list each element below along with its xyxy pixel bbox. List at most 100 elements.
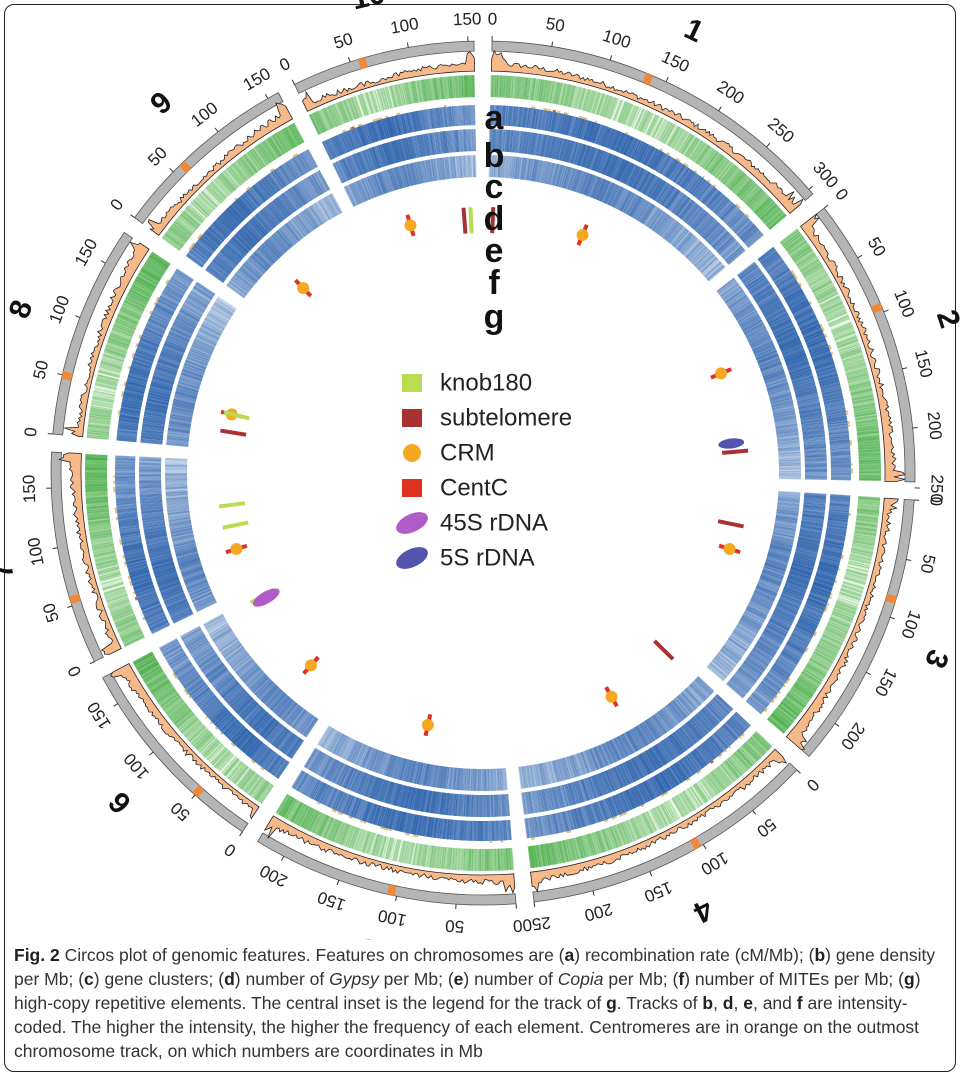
gene-density-mark (825, 307, 846, 319)
gene-density-mark (826, 312, 848, 323)
gene-density-mark (436, 846, 441, 869)
gene-density-mark (579, 836, 587, 858)
gene-density-mark (505, 75, 509, 98)
gene-density-mark (809, 275, 830, 288)
gene-density-mark (713, 769, 729, 788)
gene-density-mark (687, 139, 701, 159)
gene-density-mark (737, 749, 753, 767)
gene-density-mark (579, 88, 587, 110)
gene-density-mark (753, 197, 771, 214)
gene-density-mark (504, 75, 507, 98)
gene-density-mark (839, 592, 861, 601)
gene-density-mark (843, 359, 865, 367)
gene-density-mark (545, 80, 551, 103)
gene-density-mark (822, 302, 843, 313)
gene-density-mark (833, 608, 855, 618)
gene-density-mark (601, 829, 610, 851)
recombination-rate-chr-8 (64, 241, 150, 438)
gene-density-mark (471, 848, 474, 871)
gene-density-mark (664, 124, 677, 145)
gene-density-mark (699, 779, 713, 799)
gene-density-mark (724, 168, 740, 186)
gene-density-mark (781, 231, 800, 246)
gene-density-mark (857, 436, 880, 440)
gene-density-mark (496, 75, 499, 98)
gene-density-mark (815, 287, 836, 300)
gene-density-mark (823, 631, 844, 643)
gene-density-mark (791, 687, 810, 702)
gene-density-mark (529, 78, 534, 100)
gene-density-mark (852, 401, 875, 407)
gene-density-mark (742, 743, 759, 761)
gene-density-mark (827, 623, 848, 634)
gene-density-mark (410, 842, 416, 865)
tick-label-chr-3-0: 0 (926, 496, 946, 507)
gene-density-mark (855, 419, 878, 424)
gene-density-mark (583, 835, 591, 857)
gene-density-mark (832, 326, 854, 336)
tick-label-chr-5-150: 150 (315, 887, 348, 914)
gene-density-mark (640, 111, 651, 132)
gene-density-mark (535, 78, 540, 101)
gene-density-mark (817, 290, 838, 302)
gene-density-mark (578, 87, 585, 110)
gene-density-mark (841, 583, 864, 592)
gene-density-mark (683, 136, 696, 156)
gene-density-mark (853, 537, 876, 543)
gene-density-mark (804, 267, 825, 280)
gene-density-mark (680, 792, 693, 812)
gene-density-mark (528, 846, 533, 869)
gene-density-mark (818, 641, 839, 653)
gene-density-mark (857, 432, 880, 437)
gene-density-mark (543, 844, 548, 866)
gene-density-mark (595, 831, 604, 853)
gene-density-mark (625, 820, 636, 842)
gene-density-mark (695, 144, 709, 164)
gene-density-mark (723, 761, 739, 780)
gene-density-mark (428, 845, 433, 868)
gene-density-mark (494, 848, 497, 871)
gene-density-mark (744, 742, 761, 759)
gene-density-mark (853, 535, 876, 541)
gene-density-mark (463, 848, 466, 871)
gene-density-mark (828, 620, 850, 631)
gene-density-mark (783, 698, 802, 713)
gene-density-mark (502, 75, 505, 98)
tick-label-chr-10-150: 150 (453, 9, 482, 29)
gene-density-mark (689, 140, 703, 160)
tick-label-chr-4-250: 250 (521, 913, 551, 935)
gene-density-mark (500, 75, 503, 98)
gene-density-mark (639, 814, 650, 835)
gene-density-mark (560, 83, 566, 106)
gene-density-mark (741, 745, 758, 762)
gene-density-mark (836, 338, 859, 348)
gene-density-mark (852, 400, 875, 406)
gene-density-mark (858, 444, 881, 448)
gene-density-mark (530, 78, 535, 101)
tick-label-chr-3-150: 150 (871, 665, 901, 699)
gene-density-mark (666, 125, 679, 146)
gene-density-mark (789, 243, 809, 257)
gene-density-mark (858, 455, 881, 458)
gene-density-mark (803, 668, 823, 682)
gene-density-mark (580, 835, 588, 858)
gene-density-mark (557, 841, 564, 864)
gene-density-mark (685, 137, 699, 157)
gene-density-mark (839, 345, 861, 354)
gene-density-mark (854, 409, 876, 414)
gene-density-mark (826, 311, 848, 322)
gene-density-mark (853, 405, 876, 411)
gene-density-mark (812, 280, 832, 293)
gene-density-mark (779, 228, 798, 243)
gene-density-mark (852, 542, 875, 548)
gene-density-mark (631, 817, 642, 839)
gene-density-mark (567, 85, 574, 107)
gene-density-mark (853, 536, 876, 542)
gene-density-mark (598, 94, 607, 116)
gene-density-mark (641, 111, 652, 133)
gene-density-mark (796, 253, 816, 267)
gene-density-mark (851, 394, 874, 400)
gene-density-mark (517, 76, 521, 99)
gene-density-mark (714, 159, 729, 178)
gene-density-mark (723, 167, 740, 186)
